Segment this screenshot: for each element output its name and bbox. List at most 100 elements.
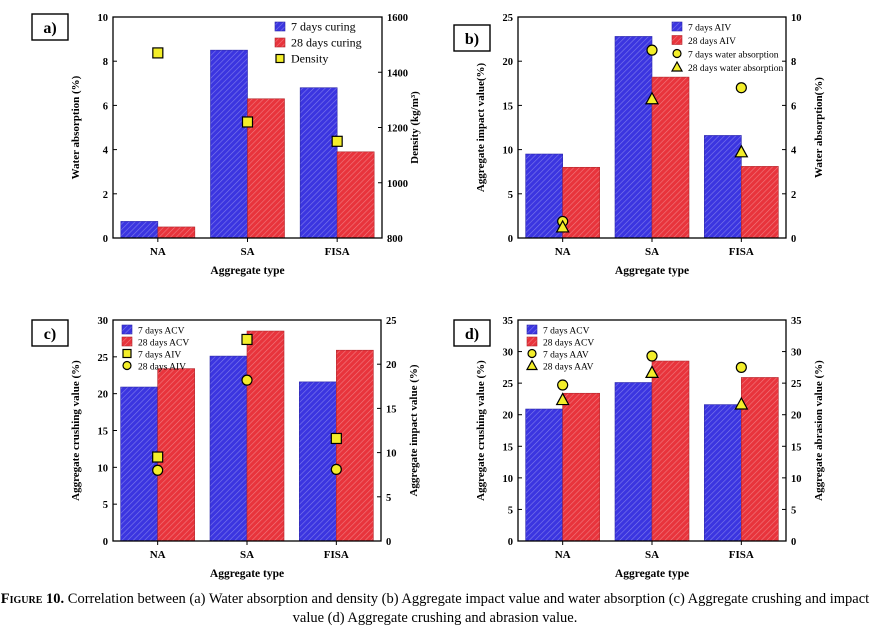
legend: 7 days ACV 28 days ACV 7 days AAV 28 days A… (525, 324, 594, 373)
y2-tick-label: 25 (791, 379, 802, 390)
y-tick-label: 25 (503, 379, 514, 390)
marker-circle-sa (646, 44, 658, 56)
legend: 7 days ACV 28 days ACV 7 days AIV 28 days A… (121, 324, 189, 373)
figure-caption: Figure 10. Correlation between (a) Water… (0, 590, 870, 628)
legend-label: 28 days ACV (138, 339, 189, 349)
legend-swatch-bar (526, 324, 538, 335)
panel-label-box (453, 24, 491, 52)
panel-label-box (31, 319, 69, 347)
y-axis-title: Water absorption (%) (70, 75, 82, 179)
bar-series2-na (157, 368, 195, 542)
legend-label: 7 days AIV (688, 24, 731, 34)
bar-series1-na (525, 408, 563, 542)
y-tick-label: 0 (508, 234, 513, 245)
x-axis-title: Aggregate type (615, 265, 689, 277)
bar-series1-sa (210, 49, 248, 239)
y2-tick-label: 15 (791, 442, 802, 453)
bar-series2-sa (246, 330, 285, 542)
y-tick-label: 35 (503, 316, 514, 327)
legend-swatch-triangle (670, 60, 684, 72)
panel-label-text: a) (43, 20, 56, 37)
marker-triangle-sa (644, 91, 660, 105)
legend-swatch-circle (672, 48, 682, 59)
y2-tick-label: 25 (386, 316, 397, 327)
y2-axis-title: Aggregate impact value (%) (408, 364, 420, 496)
y-axis-title: Aggregate crushing value (%) (475, 360, 487, 501)
legend-swatch-bar (526, 336, 538, 347)
legend-swatch-square (275, 53, 285, 64)
y2-tick-label: 5 (791, 505, 796, 516)
legend-label: 28 days AAV (543, 363, 594, 373)
bar-series1-fisa (299, 87, 338, 239)
bar-series2-fisa (336, 349, 374, 542)
x-tick-label: NA (555, 246, 571, 258)
legend: 7 days AIV 28 days AIV 7 days water absorp… (670, 21, 783, 74)
legend-label: Density (291, 52, 328, 66)
bar-series1-sa (209, 355, 248, 542)
legend-label: 28 days AIV (688, 37, 736, 47)
legend-swatch-bar (274, 37, 286, 48)
legend-label: 7 days curing (291, 20, 356, 34)
y2-tick-label: 8 (791, 57, 796, 68)
x-tick-label: FISA (729, 549, 754, 561)
marker-circle-na (557, 379, 569, 391)
panel-label-box (31, 13, 69, 41)
panel-label-text: d) (465, 326, 479, 343)
x-tick-label: NA (150, 246, 166, 258)
marker-triangle-sa (644, 365, 660, 379)
bar-series2-na (157, 226, 196, 239)
y2-tick-label: 0 (386, 537, 391, 548)
y2-tick-label: 1600 (387, 13, 408, 24)
y-tick-label: 6 (103, 101, 108, 112)
y2-tick-label: 0 (791, 537, 796, 548)
y-tick-label: 20 (503, 57, 514, 68)
y-tick-label: 5 (508, 190, 513, 201)
x-tick-label: FISA (324, 549, 349, 561)
marker-circle-sa (646, 350, 658, 362)
chart-panel-b: b) 0 5 10 15 20 25 0 2 4 6 8 10 NA SA FISA Aggregate typ… (453, 13, 825, 277)
panel-label-text: b) (465, 31, 479, 48)
bar-series1-na (120, 221, 159, 239)
panel-label-box (453, 319, 491, 347)
marker-circle-na (152, 464, 164, 476)
y-tick-label: 15 (503, 101, 514, 112)
legend-swatch-circle (527, 348, 537, 359)
y-tick-label: 4 (103, 146, 109, 157)
marker-triangle-na (555, 392, 570, 406)
x-axis-title: Aggregate type (615, 568, 689, 580)
bar-series2-fisa (336, 151, 375, 239)
x-tick-label: NA (555, 549, 571, 561)
legend-swatch-bar (671, 35, 683, 45)
panel-label: d) (453, 319, 491, 347)
legend-swatch-bar (274, 21, 286, 32)
bar-series1-sa (614, 36, 653, 239)
x-axis-title: Aggregate type (210, 265, 284, 277)
bar-series1-fisa (704, 135, 742, 239)
marker-square-fisa (331, 135, 343, 147)
legend-label: 7 days AAV (543, 351, 589, 361)
y-tick-label: 10 (503, 146, 514, 157)
marker-circle-fisa (330, 463, 342, 475)
chart-panel-c: c) 0 5 10 15 20 25 30 0 5 10 15 20 25 NA SA FISA Aggregat… (31, 316, 420, 580)
y2-tick-label: 6 (791, 101, 796, 112)
y-tick-label: 25 (98, 353, 109, 364)
bar-series1-na (120, 386, 158, 542)
y-tick-label: 15 (503, 442, 514, 453)
legend-label: 7 days AIV (138, 351, 181, 361)
bar-series1-na (525, 153, 563, 239)
chart-panel-a: a) 0 2 4 6 8 10 800 1000 1200 1400 1600 NA SA FISA Aggr… (31, 13, 421, 277)
panel-label: a) (31, 13, 69, 41)
y-tick-label: 10 (503, 474, 514, 485)
figure-caption-text: Correlation between (a) Water absorption… (64, 591, 870, 626)
legend-swatch-bar (121, 336, 133, 347)
panel-label: c) (31, 319, 69, 347)
bar-series2-fisa (741, 166, 779, 239)
panel-label: b) (453, 24, 491, 52)
marker-square-sa (241, 116, 254, 128)
y2-tick-label: 20 (386, 360, 397, 371)
y-tick-label: 0 (103, 234, 108, 245)
marker-square-na (152, 47, 164, 59)
x-axis-title: Aggregate type (210, 568, 284, 580)
panel-label-text: c) (44, 326, 56, 343)
bar-series2-sa (651, 360, 690, 542)
